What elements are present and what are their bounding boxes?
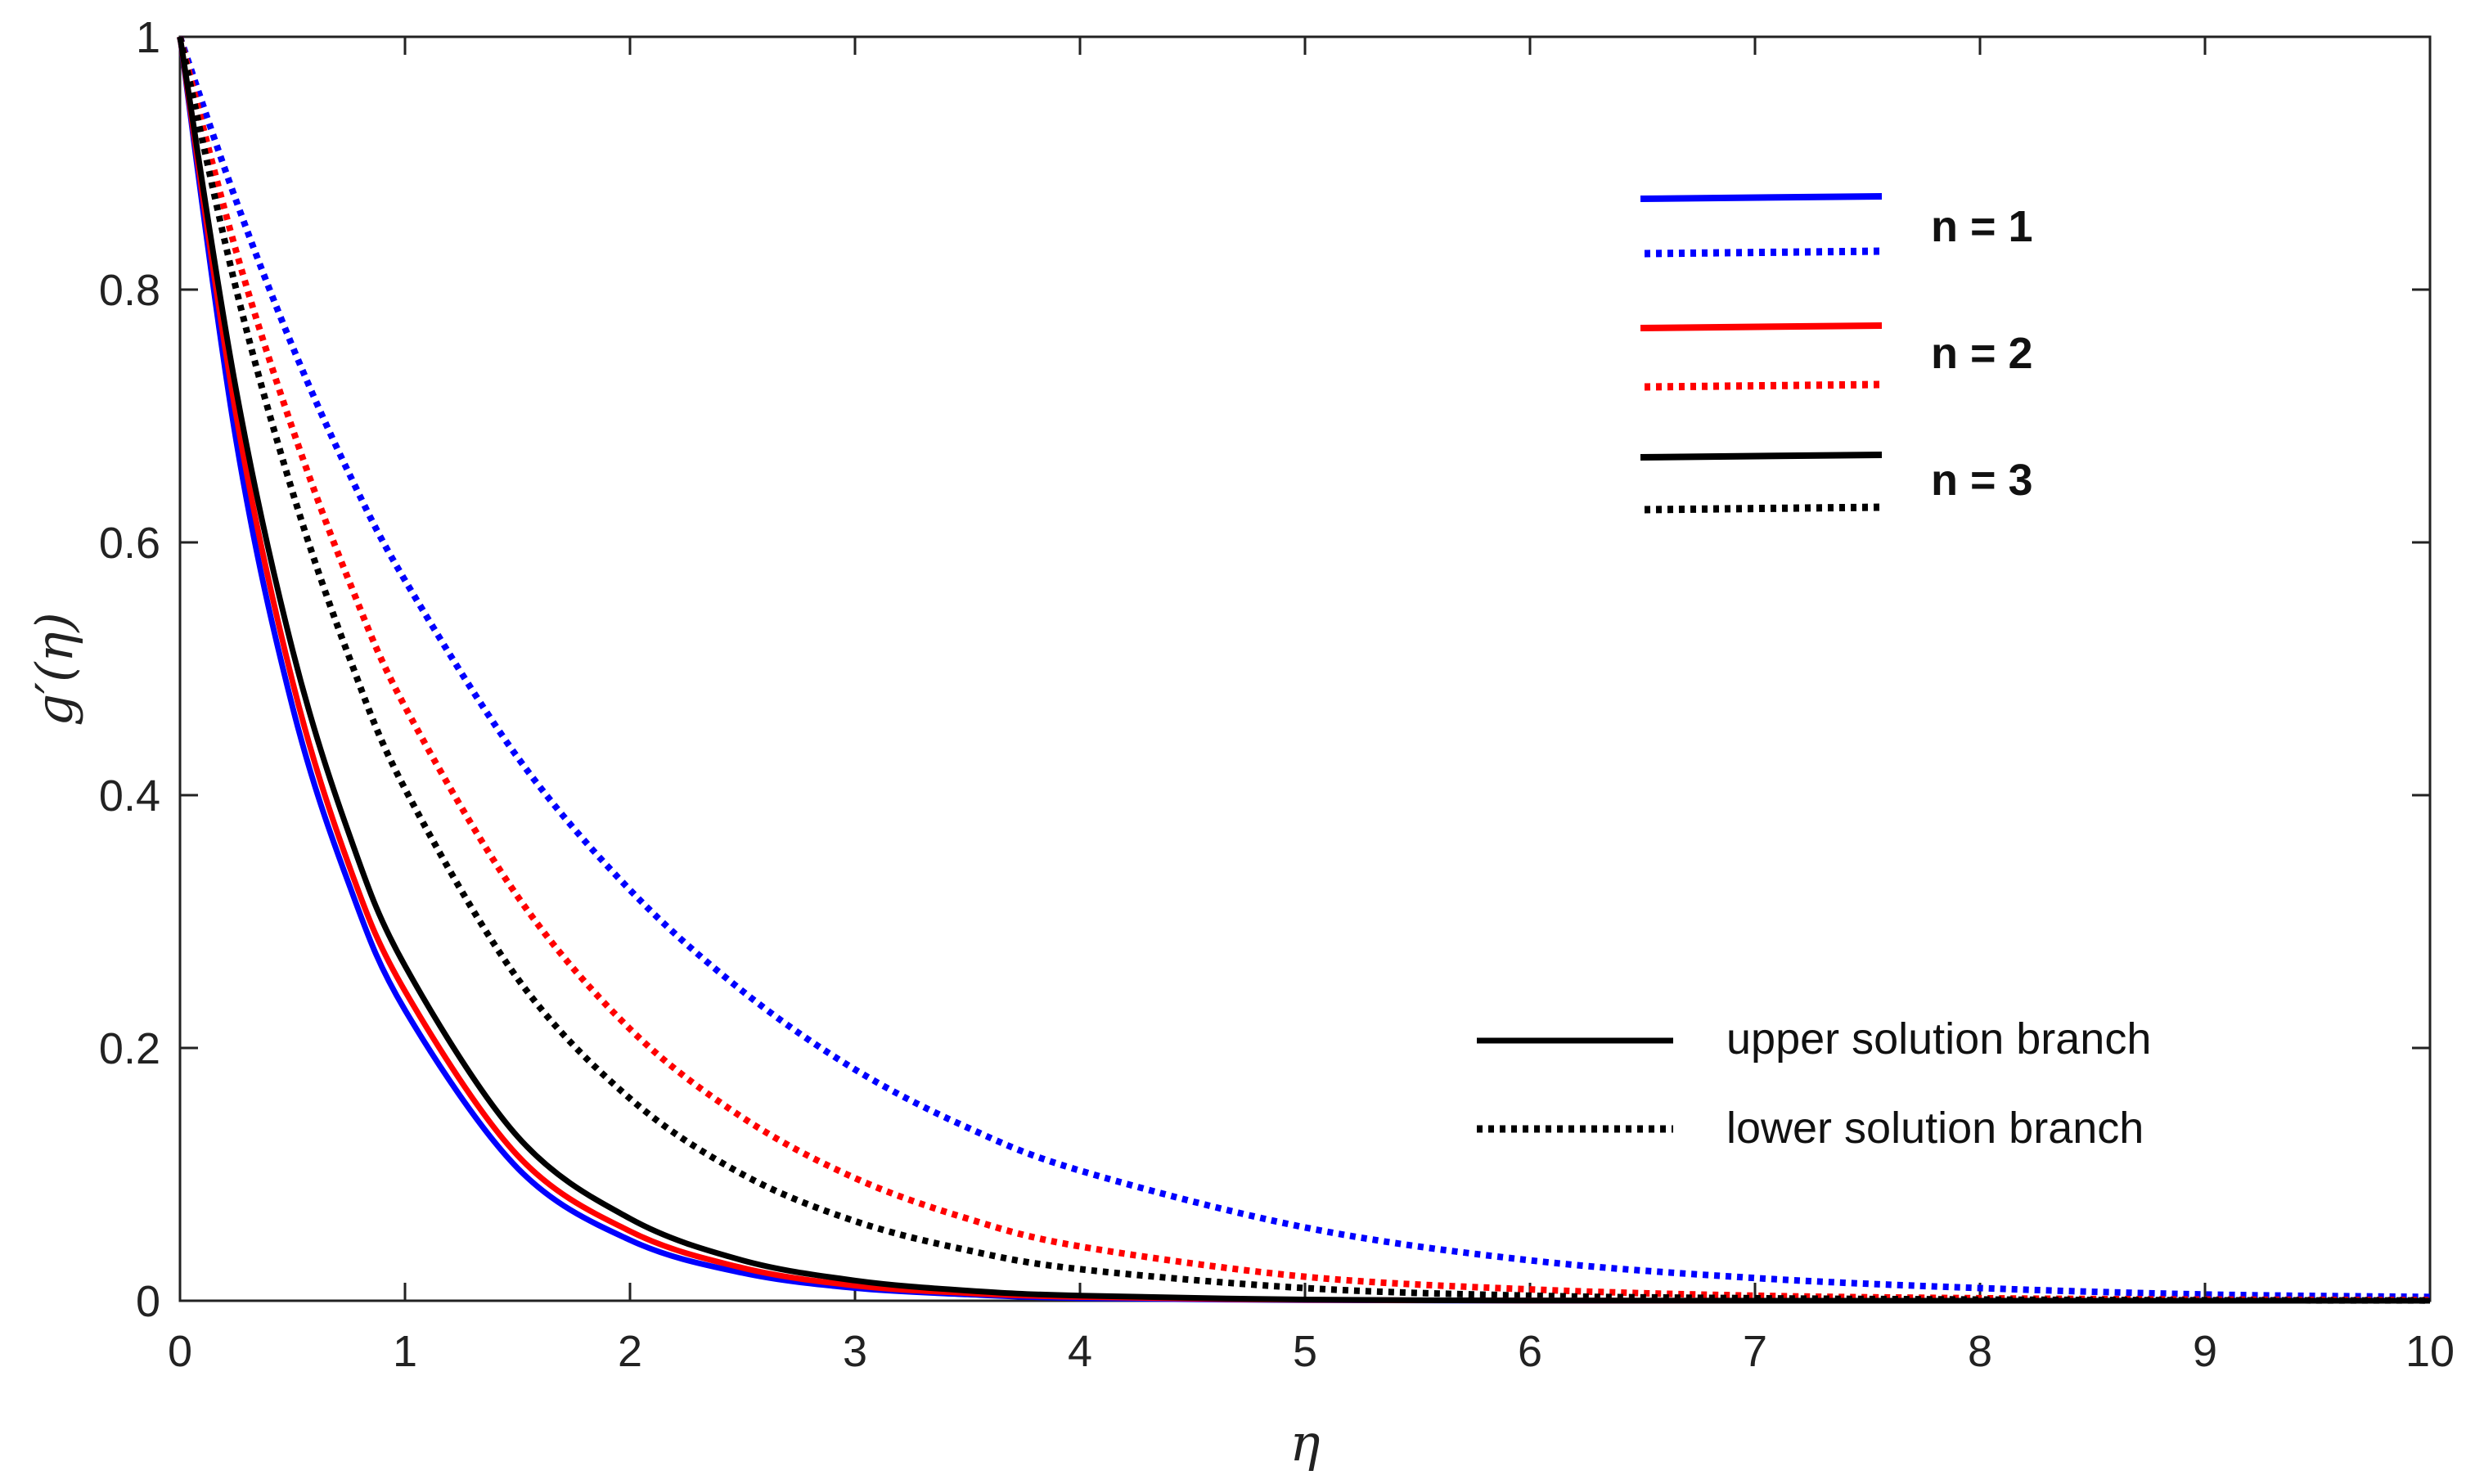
x-tick-label: 3 [843,1327,867,1376]
legend-swatch-dotted [1644,247,1883,258]
x-tick-label: 6 [1518,1327,1542,1376]
x-tick-label: 2 [618,1327,642,1376]
x-tick-label: 10 [2405,1327,2455,1376]
x-tick-label: 8 [1968,1327,1992,1376]
y-tick-label: 1 [136,13,160,62]
series-line-n1-lower [177,35,2431,1301]
legend-label: n = 2 [1931,329,2033,378]
y-tick-label: 0.8 [99,266,160,315]
legend-n: n = 1 n = 2 n = 3 [1640,193,2033,514]
y-tick-label: 0.4 [99,771,160,821]
y-tick-label: 0.2 [99,1024,160,1073]
y-tick-label: 0 [136,1277,160,1326]
series-lines [177,35,2431,1304]
y-axis-label: g′(η) [25,612,84,726]
x-tick-label: 5 [1293,1327,1317,1376]
legend-label: upper solution branch [1726,1014,2151,1064]
legend-swatch-dotted [1644,380,1883,391]
legend-swatch-dotted [1644,503,1883,514]
x-tick-label: 9 [2193,1327,2217,1376]
x-tick-label: 7 [1743,1327,1767,1376]
y-tick-labels: 0 0.2 0.4 0.6 0.8 1 [99,13,160,1326]
series-line-n3-upper [177,36,2430,1304]
series-line-n3-lower [177,36,2431,1304]
x-tick-label: 1 [393,1327,417,1376]
x-tick-label: 4 [1068,1327,1092,1376]
y-tick-label: 0.6 [99,519,160,568]
legend-swatch-solid [1640,452,1883,461]
legend-swatch-solid [1640,193,1883,202]
x-tick-label: 0 [168,1327,192,1376]
series-line-n2-lower [177,35,2431,1304]
plot-frame [178,35,2432,1302]
x-axis-label: η [1289,1413,1320,1473]
legend-swatch-solid [1640,322,1883,331]
x-tick-labels: 0 1 2 3 4 5 6 7 8 9 10 [168,1327,2455,1376]
legend-label: n = 1 [1931,202,2033,251]
legend-label: lower solution branch [1726,1104,2144,1153]
legend-label: n = 3 [1931,456,2033,505]
legend-branch: upper solution branch lower solution bran… [1477,1014,2151,1153]
